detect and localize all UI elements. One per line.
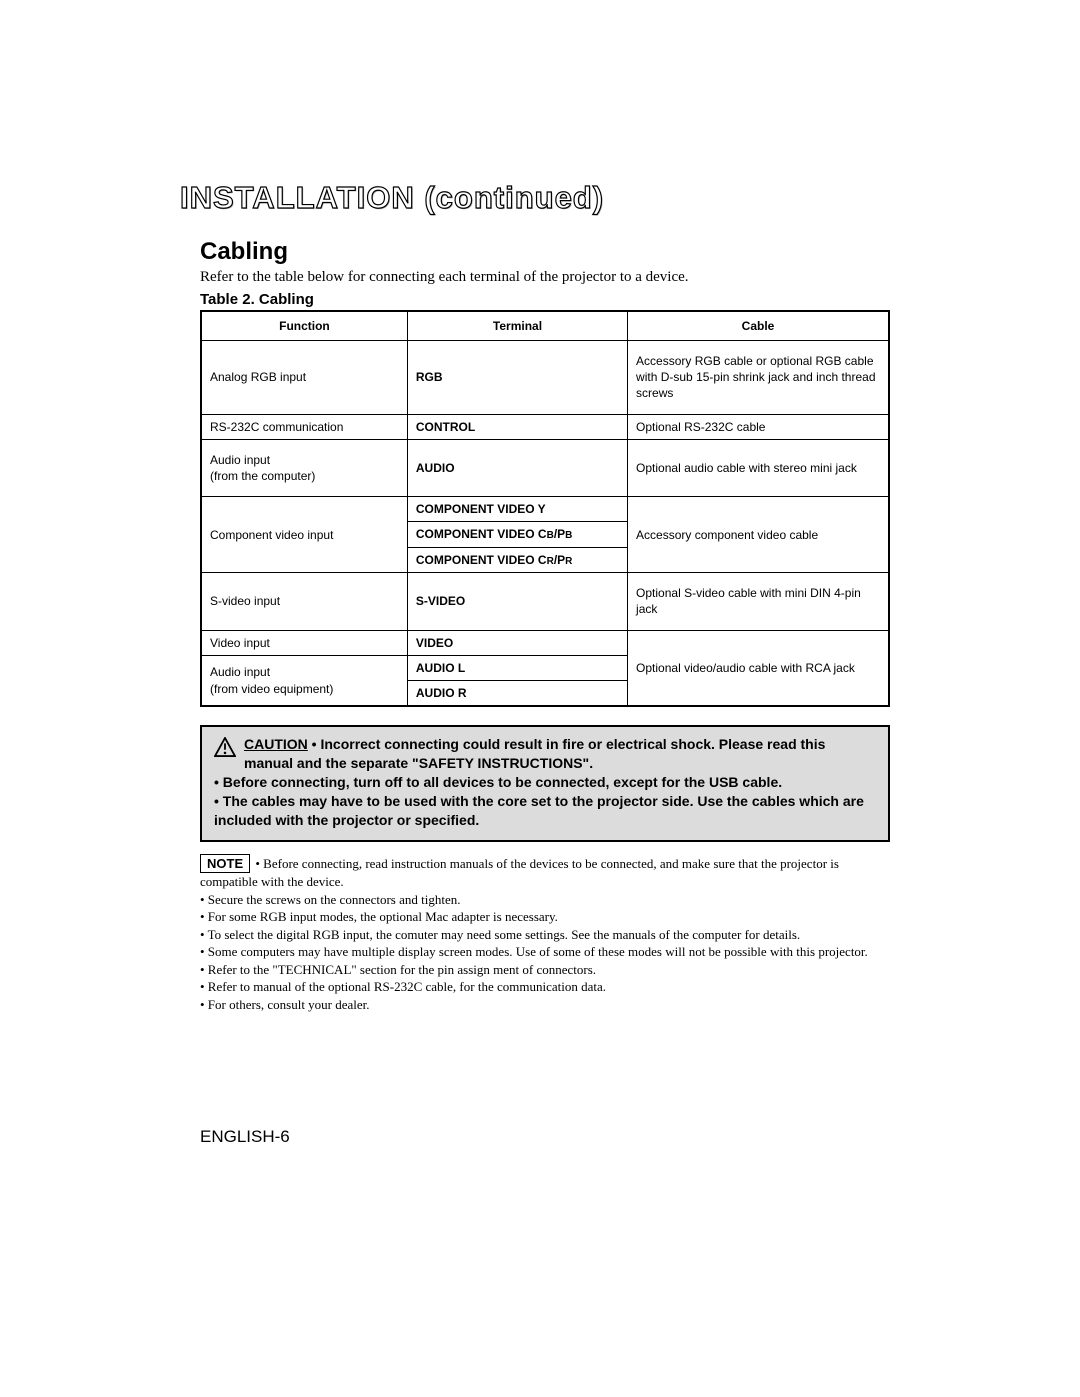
main-title: INSTALLATION (continued)	[180, 180, 890, 216]
cell-terminal: VIDEO	[407, 630, 627, 655]
cell-function: Audio input(from the computer)	[201, 439, 407, 496]
caution-line: • Before connecting, turn off to all dev…	[214, 773, 876, 792]
cabling-table: Function Terminal Cable Analog RGB input…	[200, 310, 890, 707]
cell-function: Analog RGB input	[201, 340, 407, 414]
table-header-row: Function Terminal Cable	[201, 311, 889, 341]
cell-terminal: COMPONENT VIDEO CR/PR	[407, 547, 627, 573]
cell-terminal: CONTROL	[407, 414, 627, 439]
cell-function: S-video input	[201, 573, 407, 630]
col-function: Function	[201, 311, 407, 341]
cell-function: Component video input	[201, 497, 407, 573]
cell-cable: Optional audio cable with stereo mini ja…	[628, 439, 889, 496]
note-block: NOTE • Before connecting, read instructi…	[200, 854, 890, 1014]
note-line: NOTE • Before connecting, read instructi…	[200, 854, 890, 891]
note-line: • Refer to the "TECHNICAL" section for t…	[200, 961, 890, 979]
cell-cable: Optional video/audio cable with RCA jack	[628, 630, 889, 706]
table-row: S-video input S-VIDEO Optional S-video c…	[201, 573, 889, 630]
warning-icon	[214, 737, 236, 757]
table-row: Component video input COMPONENT VIDEO Y …	[201, 497, 889, 522]
cell-cable: Accessory component video cable	[628, 497, 889, 573]
table-label: Table 2. Cabling	[200, 291, 890, 308]
note-line: • Secure the screws on the connectors an…	[200, 891, 890, 909]
table-row: Analog RGB input RGB Accessory RGB cable…	[201, 340, 889, 414]
cell-cable: Accessory RGB cable or optional RGB cabl…	[628, 340, 889, 414]
note-line: • Some computers may have multiple displ…	[200, 943, 890, 961]
page-footer: ENGLISH-6	[200, 1127, 290, 1147]
caution-text: CAUTION • Incorrect connecting could res…	[244, 735, 876, 773]
page: INSTALLATION (continued) Cabling Refer t…	[0, 0, 1080, 1397]
note-key: NOTE	[200, 854, 250, 874]
cell-terminal: COMPONENT VIDEO CB/PB	[407, 522, 627, 548]
note-line: • To select the digital RGB input, the c…	[200, 926, 890, 944]
cell-terminal: S-VIDEO	[407, 573, 627, 630]
cell-cable: Optional S-video cable with mini DIN 4-p…	[628, 573, 889, 630]
caution-box: CAUTION • Incorrect connecting could res…	[200, 725, 890, 841]
cell-terminal: COMPONENT VIDEO Y	[407, 497, 627, 522]
cell-function: Audio input(from video equipment)	[201, 655, 407, 706]
table-row: Audio input(from the computer) AUDIO Opt…	[201, 439, 889, 496]
col-terminal: Terminal	[407, 311, 627, 341]
section-heading: Cabling	[200, 238, 890, 266]
note-line: • Refer to manual of the optional RS-232…	[200, 978, 890, 996]
cell-function: Video input	[201, 630, 407, 655]
col-cable: Cable	[628, 311, 889, 341]
caution-line: • The cables may have to be used with th…	[214, 792, 876, 830]
cell-terminal: RGB	[407, 340, 627, 414]
caution-row: CAUTION • Incorrect connecting could res…	[214, 735, 876, 773]
table-row: Video input VIDEO Optional video/audio c…	[201, 630, 889, 655]
cell-terminal: AUDIO R	[407, 681, 627, 707]
caution-key: CAUTION	[244, 736, 308, 752]
note-line: • For others, consult your dealer.	[200, 996, 890, 1014]
table-row: RS-232C communication CONTROL Optional R…	[201, 414, 889, 439]
cell-cable: Optional RS-232C cable	[628, 414, 889, 439]
cell-terminal: AUDIO L	[407, 655, 627, 680]
cell-function: RS-232C communication	[201, 414, 407, 439]
section-intro: Refer to the table below for connecting …	[200, 268, 890, 287]
note-line: • For some RGB input modes, the optional…	[200, 908, 890, 926]
cell-terminal: AUDIO	[407, 439, 627, 496]
